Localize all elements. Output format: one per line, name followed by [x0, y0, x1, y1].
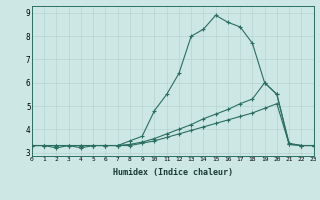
X-axis label: Humidex (Indice chaleur): Humidex (Indice chaleur) — [113, 168, 233, 177]
